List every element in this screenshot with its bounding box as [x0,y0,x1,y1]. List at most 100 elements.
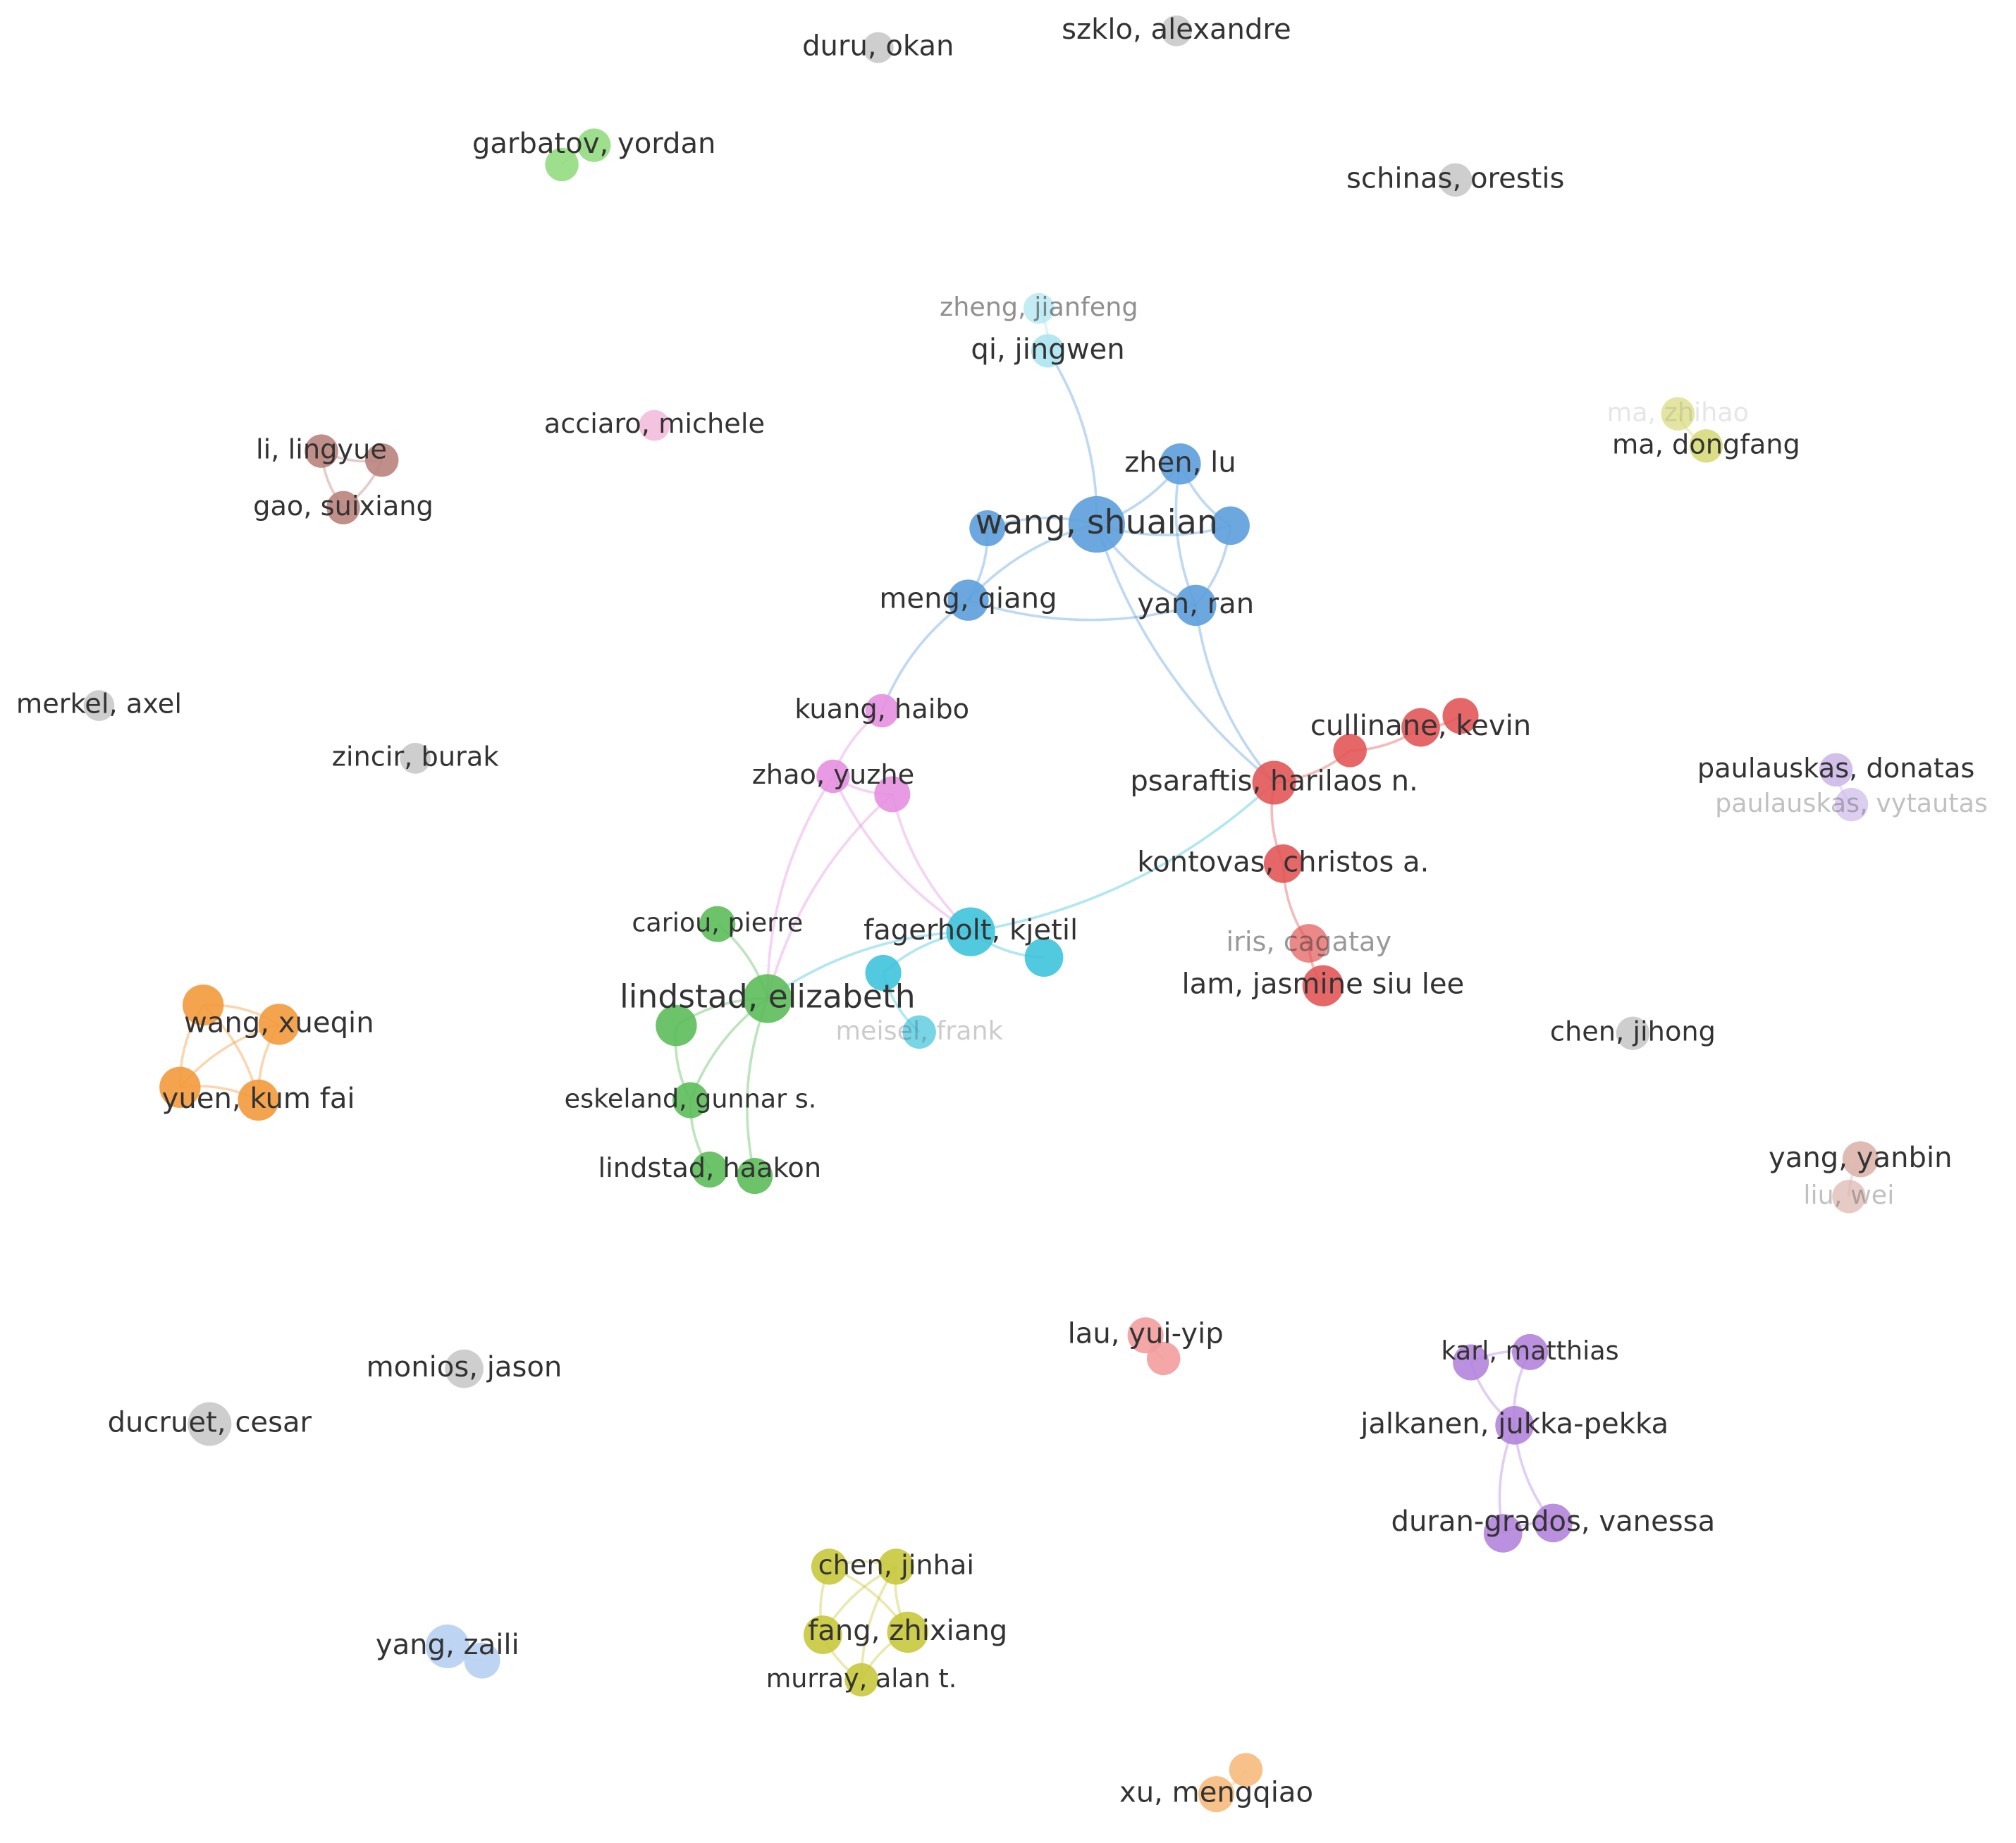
node-label: qi, jingwen [971,333,1124,366]
node [305,434,338,468]
node [1442,698,1479,734]
node [1175,584,1217,627]
node-label: psaraftis, harilaos n. [1130,765,1418,798]
node [902,1015,936,1049]
node-label: xu, mengqiao [1119,1777,1313,1809]
node-label: merkel, axel [16,689,182,720]
node [878,1548,914,1585]
node [545,147,579,182]
node-label: li, lingyue [256,434,387,466]
node [1616,1016,1650,1050]
node [1161,15,1192,47]
node-label: kontovas, christos a. [1137,846,1429,878]
node [699,906,736,942]
edges [178,144,1862,1796]
node-label: duru, okan [802,30,954,62]
node [1211,506,1250,545]
node-label: iris, cagatay [1226,926,1391,958]
node [1512,1333,1549,1370]
node [400,743,431,774]
node [1483,1514,1523,1553]
node-label: kuang, haibo [794,694,969,725]
node-label: acciaro, michele [544,408,765,440]
node [1401,708,1440,747]
edge [1095,524,1275,784]
node [969,510,1006,547]
node-label: paulauskas, donatas [1697,753,1974,784]
node [811,1548,848,1585]
node [1495,1405,1535,1445]
node [865,954,902,991]
edge [967,598,1196,622]
node-label: wang, shuaian [976,503,1218,542]
node [1031,334,1065,368]
node-label: yan, ran [1137,588,1254,620]
node [1263,844,1303,883]
node [1289,924,1329,963]
nodes [83,15,1879,1813]
node-label: wang, xueqin [184,1006,374,1039]
node-label: murray, alan t. [766,1663,957,1694]
node-label: fagerholt, kjetil [863,914,1078,947]
edge [766,775,835,999]
node [862,32,894,63]
node [159,1066,201,1108]
node [1842,1141,1879,1178]
node-label: gao, suixiang [253,491,434,522]
edge [970,782,1275,933]
node-label: duran-grados, vanessa [1391,1505,1716,1538]
node-label: cullinane, kevin [1310,710,1531,742]
node [656,1005,697,1047]
node-label: jalkanen, jukka-pekka [1360,1407,1668,1440]
node [1024,938,1064,977]
node-label: meisel, frank [835,1016,1003,1046]
node-label: szklo, alexandre [1062,13,1291,46]
node [445,1349,484,1388]
node-label: schinas, orestis [1346,162,1564,195]
labels: duru, okan szklo, alexandre garbatov, yord… [16,13,1988,1809]
node-label: monios, jason [367,1351,563,1383]
node [672,1082,709,1118]
edge [832,775,972,933]
node [1333,734,1367,768]
node [326,491,360,525]
node-label: zhen, lu [1124,446,1236,479]
node [887,1611,928,1653]
node-label: ma, dongfang [1612,429,1800,460]
node [865,694,899,728]
node [1302,965,1344,1006]
node [258,1004,300,1045]
edge [766,930,971,1000]
node [947,579,989,621]
node-label: meng, qiang [879,583,1057,615]
node [692,1151,728,1188]
node-label: yang, yanbin [1769,1142,1952,1174]
node [83,690,115,722]
node [737,1158,773,1195]
node-label: lindstad, elizabeth [620,978,916,1015]
node-label: ma, zhihao [1607,397,1749,428]
edge [766,793,894,999]
node-label: zincir, burak [332,741,500,772]
node [365,443,399,477]
node [1661,397,1695,431]
node-label: eskeland, gunnar s. [565,1083,817,1114]
node [946,907,995,956]
node [844,1663,878,1697]
node-label: karl, matthias [1441,1336,1618,1366]
node-label: garbatov, yordan [472,128,716,160]
node-label: zhao, yuzhe [752,759,914,791]
node [1127,1317,1164,1354]
node [1229,1753,1263,1787]
node [464,1642,500,1679]
edge [1194,605,1275,784]
node [1534,1503,1573,1543]
node [1160,443,1201,485]
node [1832,1180,1866,1214]
node-label: fang, zhixiang [808,1615,1007,1647]
node [639,409,670,441]
node [577,128,611,162]
node [1819,753,1853,787]
node [803,1615,842,1654]
